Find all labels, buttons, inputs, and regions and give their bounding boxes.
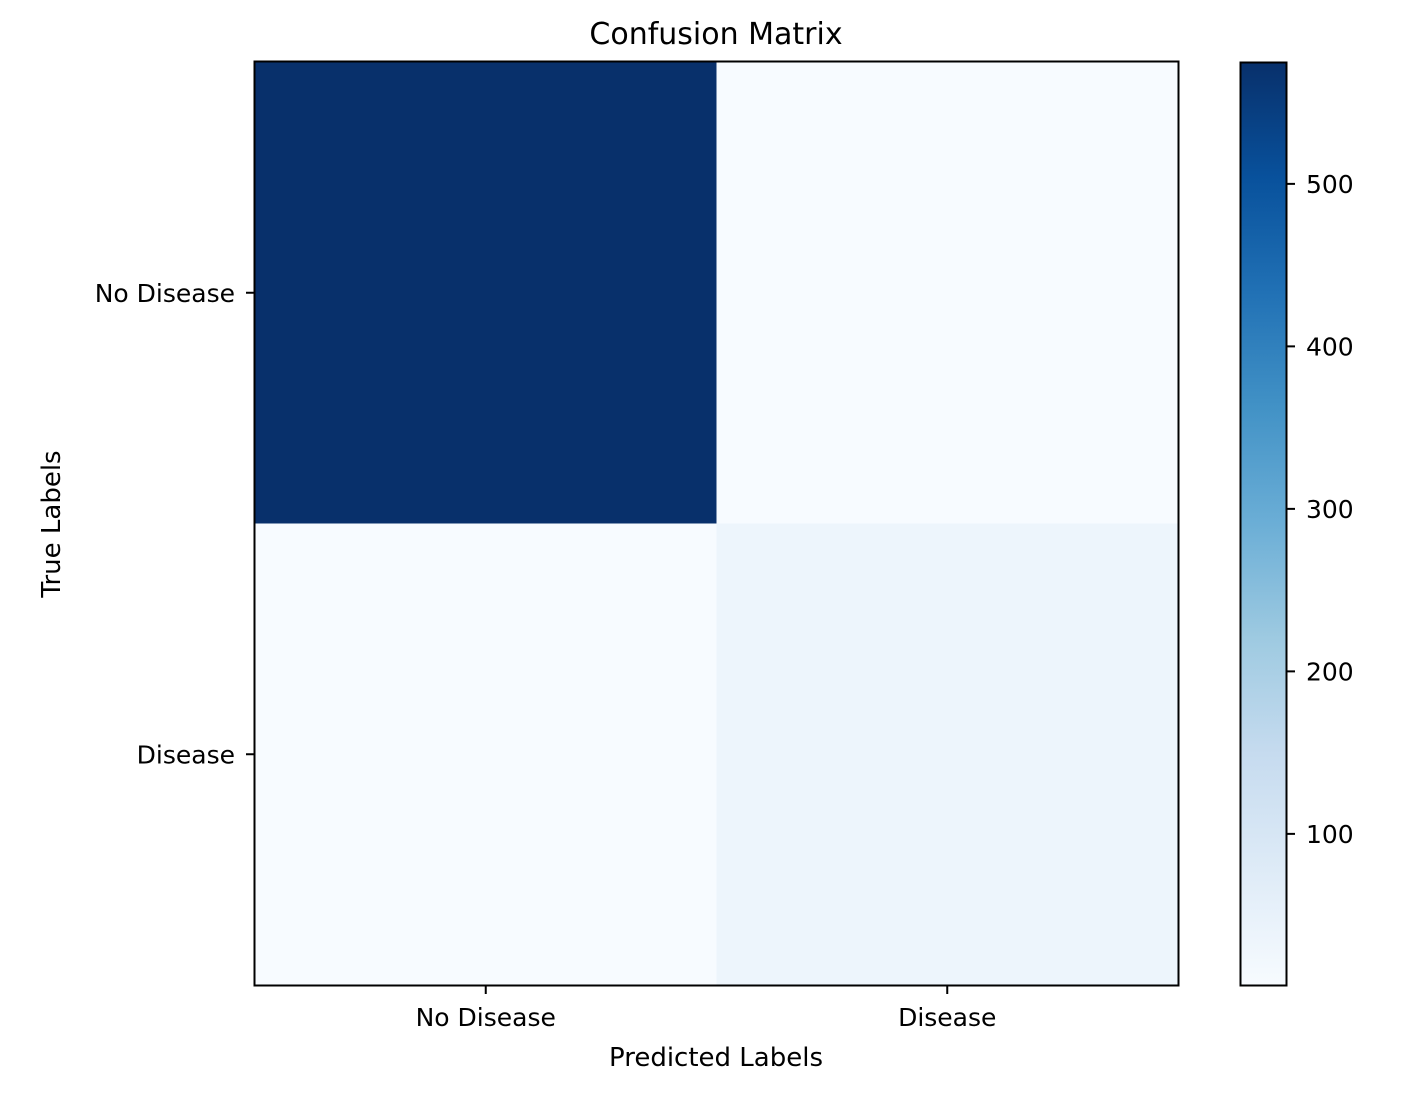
- y-tick-label: Disease: [137, 740, 235, 769]
- colorbar-tick-label: 200: [1306, 657, 1354, 686]
- y-tick-label: No Disease: [95, 279, 235, 308]
- heatmap-cell: [255, 62, 717, 524]
- x-axis-ticks: No Disease Disease: [416, 985, 996, 1032]
- y-axis-ticks: No Disease Disease: [95, 279, 255, 769]
- chart-title: Confusion Matrix: [589, 17, 842, 52]
- y-axis-label: True Labels: [37, 450, 67, 598]
- heatmap-cell: [716, 62, 1179, 524]
- plot-frame: [253, 60, 1180, 987]
- heatmap-cell: [255, 523, 717, 986]
- colorbar-tick-label: 500: [1306, 170, 1354, 199]
- x-axis-label: Predicted Labels: [609, 1043, 823, 1073]
- colorbar-tick-label: 100: [1306, 820, 1354, 849]
- colorbar: [1240, 62, 1286, 985]
- colorbar-frame: [1239, 61, 1288, 987]
- x-tick-label: No Disease: [416, 1003, 556, 1032]
- colorbar-tick-label: 400: [1306, 332, 1354, 361]
- colorbar-tick-label: 300: [1306, 495, 1354, 524]
- colorbar-ticks: 100 200 300 400 500: [1286, 170, 1354, 849]
- heatmap-cells: [255, 62, 1179, 986]
- x-tick-label: Disease: [898, 1003, 996, 1032]
- heatmap-cell: [716, 523, 1179, 986]
